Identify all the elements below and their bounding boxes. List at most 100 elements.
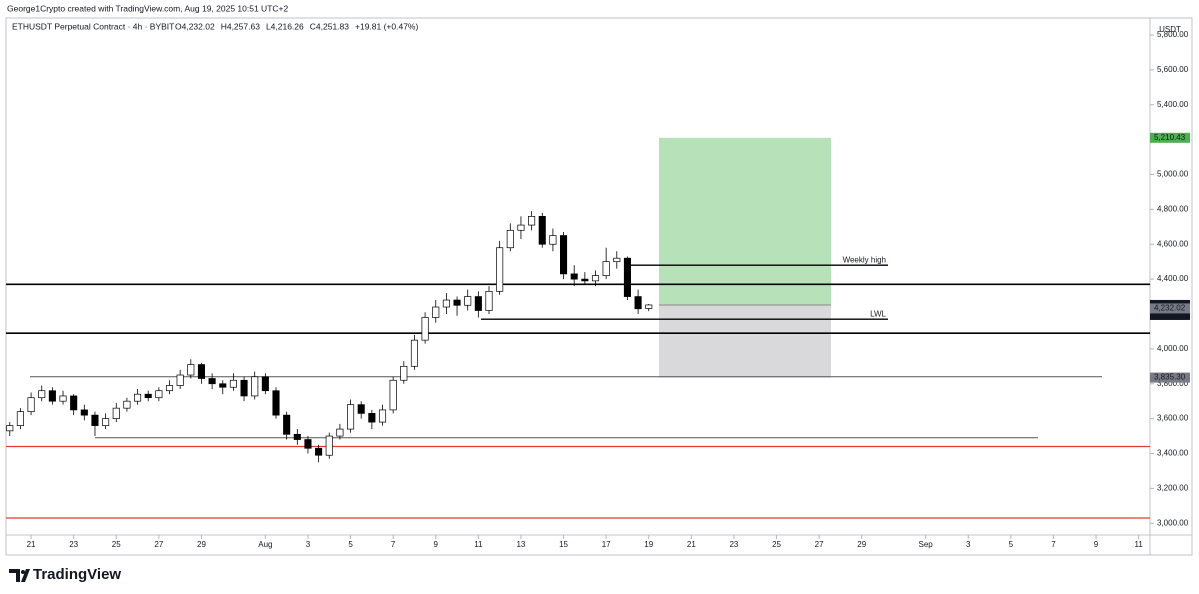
ohlc-value: O4,232.02: [175, 21, 215, 31]
x-tick-label: 13: [516, 540, 525, 549]
logo-text: TradingView: [33, 566, 121, 583]
y-tick-label: 3,000.00: [1157, 518, 1189, 527]
x-tick-label: 27: [815, 540, 824, 549]
x-tick-label: 29: [197, 540, 206, 549]
y-tick-label: 5,600.00: [1157, 65, 1189, 74]
candle-body: [517, 224, 525, 231]
candle-body: [304, 439, 312, 449]
candle-body: [474, 296, 482, 311]
price-label: 4,232.02: [1154, 304, 1186, 313]
candle-body: [315, 447, 323, 456]
candle-body: [613, 257, 621, 263]
symbol: ETHUSDT Perpetual Contract · 4h · BYBIT: [12, 21, 174, 31]
y-tick-label: 3,200.00: [1157, 483, 1189, 492]
x-tick-label: 7: [391, 540, 396, 549]
x-tick-label: 3: [306, 540, 311, 549]
y-tick-label: 4,600.00: [1157, 239, 1189, 248]
candle-body: [347, 404, 355, 430]
y-tick-label: 3,600.00: [1157, 414, 1189, 423]
x-tick-label: 23: [729, 540, 738, 549]
candle-body: [187, 364, 195, 376]
candle-body: [432, 306, 440, 318]
profit-zone: [659, 137, 831, 305]
candle-body: [623, 257, 631, 297]
candle-body: [261, 376, 269, 392]
candle-body: [442, 299, 450, 308]
candle-body: [6, 425, 14, 432]
candle-body: [645, 304, 653, 309]
candle-body: [48, 390, 56, 402]
x-tick-label: 27: [154, 540, 163, 549]
y-tick-label: 4,400.00: [1157, 274, 1189, 283]
ohlc-value: L4,216.26: [266, 21, 304, 31]
x-tick-label: 21: [687, 540, 696, 549]
x-tick-label: 3: [966, 540, 971, 549]
candle-body: [27, 397, 35, 412]
candle-body: [16, 411, 24, 426]
candle-body: [560, 235, 568, 275]
candle-body: [251, 376, 259, 397]
candle-body: [112, 407, 120, 419]
candle-body: [591, 275, 600, 282]
price-label-box: [1150, 303, 1190, 314]
candle-body: [485, 290, 493, 311]
x-tick-label: 7: [1051, 540, 1056, 549]
candle-body: [453, 299, 461, 306]
candle-body: [123, 400, 131, 409]
candle-body: [378, 409, 387, 423]
candle-body: [549, 235, 557, 245]
candle-body: [602, 261, 610, 276]
price-label-box: [1150, 132, 1190, 143]
candle-body: [155, 390, 163, 399]
candle-body: [70, 395, 78, 411]
x-tick-label: 11: [1134, 540, 1143, 549]
ohlc-value: C4,251.83: [310, 21, 349, 31]
price-label: 3,835.30: [1154, 373, 1186, 382]
candle-body: [91, 414, 99, 426]
x-tick-label: 5: [348, 540, 353, 549]
x-tick-label: Aug: [258, 540, 272, 549]
axis-unit: USDT: [1159, 25, 1181, 34]
tv-logo: TradingView: [9, 566, 121, 583]
candle-body: [389, 379, 397, 411]
candle-body: [102, 418, 110, 426]
candle-body: [38, 390, 46, 399]
candle-body: [336, 428, 344, 437]
credit: George1Crypto created with TradingView.c…: [7, 3, 288, 13]
candle-body: [581, 278, 589, 282]
frame: [5, 17, 1193, 556]
y-tick-label: 5,800.00: [1157, 30, 1189, 39]
price-label-box: [1150, 372, 1190, 383]
candle-body: [400, 365, 408, 381]
candle-body: [165, 385, 174, 392]
x-tick-label: 23: [69, 540, 78, 549]
candle-body: [144, 393, 152, 399]
candle-body: [134, 393, 142, 402]
y-tick-label: 5,400.00: [1157, 100, 1189, 109]
candle-body: [208, 378, 216, 385]
ohlc-value: H4,257.63: [221, 21, 260, 31]
x-tick-label: 9: [1094, 540, 1099, 549]
loss-zone: [659, 304, 831, 378]
candle-body: [528, 215, 536, 226]
level-label: LWL: [870, 309, 886, 318]
x-tick-label: 19: [644, 540, 653, 549]
candle-body: [538, 215, 546, 245]
candle-body: [325, 435, 333, 456]
x-tick-label: 17: [602, 540, 611, 549]
candle-body: [80, 409, 88, 416]
candle-body: [293, 433, 301, 440]
y-tick-label: 4,000.00: [1157, 344, 1189, 353]
x-tick-label: 25: [112, 540, 121, 549]
y-tick-label: 5,000.00: [1157, 170, 1189, 179]
candle-body: [464, 296, 472, 306]
candle-body: [240, 379, 248, 397]
candle-body: [229, 379, 237, 388]
x-tick-label: 25: [772, 540, 781, 549]
candle-body: [176, 374, 184, 386]
x-tick-label: 21: [27, 540, 36, 549]
candle-body: [496, 247, 504, 292]
candle-body: [570, 273, 578, 280]
y-tick-label: 3,400.00: [1157, 449, 1189, 458]
